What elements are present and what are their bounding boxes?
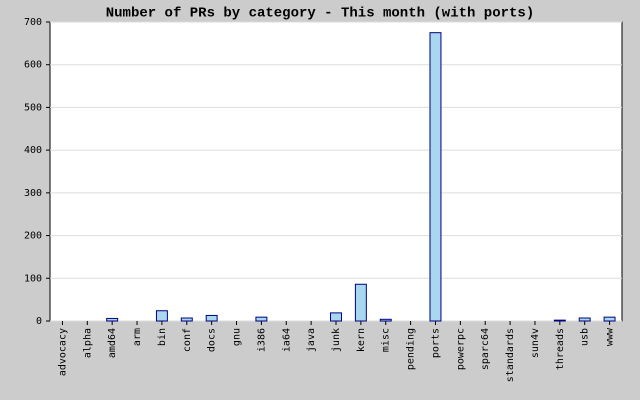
y-tick-label: 500: [24, 102, 42, 113]
x-tick-label: threads: [555, 328, 566, 370]
x-tick-label: www: [605, 327, 616, 346]
bar: [205, 314, 218, 322]
x-tick-label: gnu: [232, 328, 243, 346]
bar: [106, 317, 119, 322]
x-tick-label: i386: [256, 328, 267, 352]
x-tick-label: advocacy: [57, 328, 68, 376]
x-tick-label: kern: [356, 328, 367, 352]
x-tick-label: conf: [182, 328, 193, 352]
bar: [578, 317, 591, 322]
y-tick-label: 0: [36, 316, 42, 327]
x-tick-label: usb: [580, 328, 591, 346]
bar: [553, 319, 566, 322]
x-tick-label: powerpc: [455, 328, 466, 370]
plot-area: [49, 21, 623, 322]
x-tick-label: java: [306, 328, 317, 352]
x-tick-label: pending: [406, 328, 417, 370]
bar: [155, 310, 168, 322]
bar: [255, 316, 268, 322]
y-tick-label: 400: [24, 145, 42, 156]
x-tick-label: junk: [331, 328, 342, 352]
x-tick-label: docs: [207, 328, 218, 352]
x-tick-label: amd64: [107, 328, 118, 358]
x-tick-label: ia64: [281, 328, 292, 352]
x-tick-label: alpha: [82, 328, 93, 358]
bar: [330, 312, 342, 322]
y-tick-label: 300: [24, 188, 42, 199]
bar: [429, 32, 442, 322]
bar: [180, 317, 193, 322]
x-tick-label: arm: [132, 328, 143, 346]
x-tick-label: bin: [157, 328, 168, 346]
x-tick-label: misc: [381, 328, 392, 352]
x-tick-label: standards: [505, 328, 516, 382]
y-tick-label: 200: [24, 231, 42, 242]
x-tick-label: sun4v: [530, 328, 541, 358]
bar: [379, 318, 392, 322]
y-tick-label: 600: [24, 60, 42, 71]
chart-title: Number of PRs by category - This month (…: [106, 6, 534, 22]
bar: [354, 283, 367, 322]
x-tick-label: sparc64: [480, 328, 491, 370]
x-tick-label: ports: [430, 328, 441, 358]
y-tick-label: 100: [24, 273, 42, 284]
bar: [603, 316, 616, 322]
y-tick-label: 700: [24, 17, 42, 28]
